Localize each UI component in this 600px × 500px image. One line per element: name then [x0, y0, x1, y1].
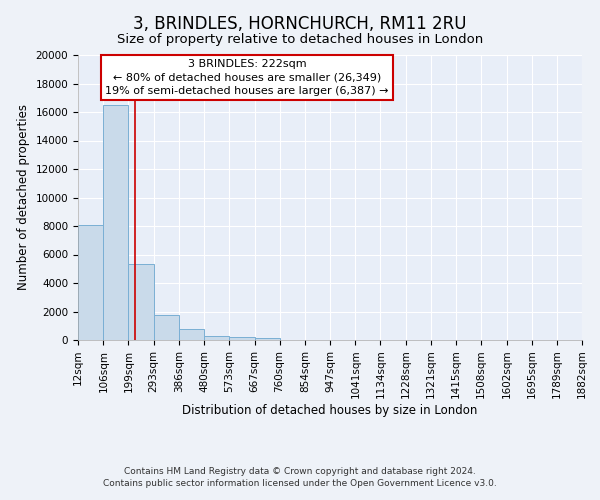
Text: Size of property relative to detached houses in London: Size of property relative to detached ho… [117, 32, 483, 46]
Bar [154, 315, 179, 340]
Text: Contains HM Land Registry data © Crown copyright and database right 2024.
Contai: Contains HM Land Registry data © Crown c… [103, 466, 497, 487]
Text: 3, BRINDLES, HORNCHURCH, RM11 2RU: 3, BRINDLES, HORNCHURCH, RM11 2RU [133, 15, 467, 33]
Bar [78, 224, 103, 340]
Bar [204, 336, 229, 340]
X-axis label: Distribution of detached houses by size in London: Distribution of detached houses by size … [182, 404, 478, 417]
Y-axis label: Number of detached properties: Number of detached properties [17, 104, 30, 290]
Bar [179, 330, 204, 340]
Bar [103, 105, 128, 340]
Bar [254, 338, 280, 340]
Bar [229, 337, 254, 340]
Text: 3 BRINDLES: 222sqm
← 80% of detached houses are smaller (26,349)
19% of semi-det: 3 BRINDLES: 222sqm ← 80% of detached hou… [105, 60, 389, 96]
Bar [128, 264, 154, 340]
